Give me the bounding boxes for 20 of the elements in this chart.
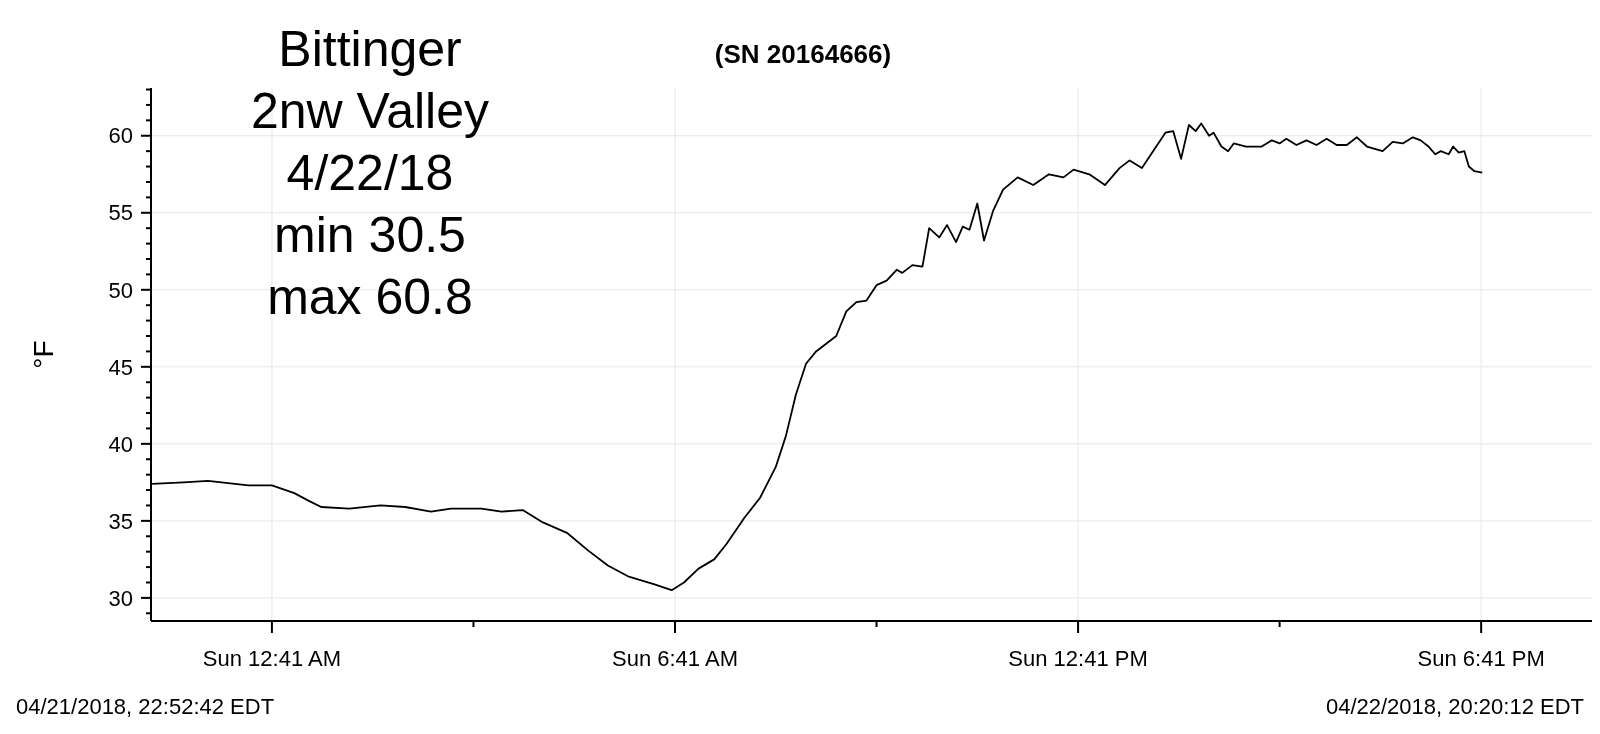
text: 04/22/2018, 20:20:12 EDT [1325,694,1584,719]
annotation: 2nw Valley [250,83,490,139]
annotation: max 60.8 [267,269,473,325]
y-tick-label: 55 [108,200,133,226]
x-tick-label: Sun 12:41 PM [1008,646,1148,671]
x-tick-label: Sun 6:41 AM [612,646,738,671]
x-tick-label: Sun 12:41 AM [202,646,342,671]
chart-title: (SN 20164666) [714,39,892,69]
annotation: 4/22/18 [286,145,454,201]
text: Bittinger [278,21,462,77]
y-tick-label: 60 [108,123,133,149]
y-tick-label: 30 [108,585,133,611]
x-tick-label: Sun 6:41 PM [1417,646,1545,671]
annotation: min 30.5 [274,207,466,263]
y-tick-label: 45 [108,354,133,380]
y-tick-label: 50 [108,277,133,303]
text: 04/21/2018, 22:52:42 EDT [16,694,275,719]
y-tick-label: 35 [108,508,133,534]
y-tick-label: 40 [108,431,133,457]
y-axis-title: °F [28,340,59,369]
